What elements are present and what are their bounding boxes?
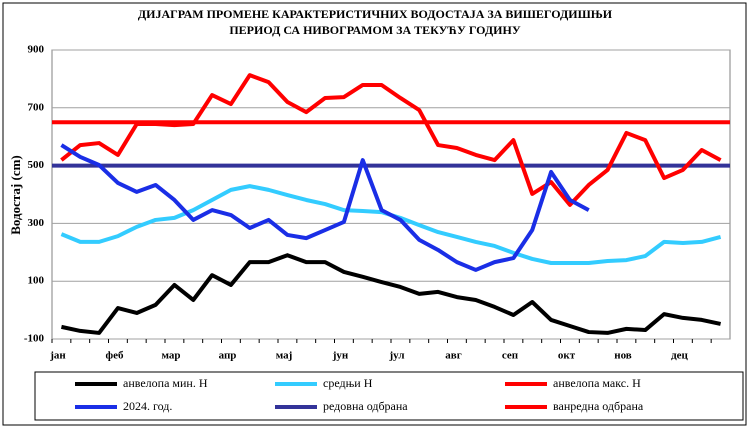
y-axis-label: Водостај (cm) — [8, 155, 23, 235]
y-tick-label: 100 — [28, 275, 45, 287]
x-tick-label: сеп — [502, 350, 519, 362]
y-tick-label: 900 — [28, 44, 45, 56]
x-tick-label: дец — [671, 350, 688, 362]
x-tick-label: феб — [106, 350, 124, 362]
x-tick-label: јан — [49, 350, 66, 362]
legend-label: анвелопа макс. H — [553, 376, 641, 390]
legend-label: редовна одбрана — [323, 399, 408, 413]
x-tick-label: јун — [332, 350, 349, 362]
legend-label: анвелопа мин. H — [123, 376, 208, 390]
series-line — [60, 73, 722, 207]
y-tick-label: -100 — [24, 333, 45, 345]
legend-label: 2024. год. — [123, 399, 172, 413]
x-tick-label: окт — [558, 350, 576, 362]
legend-label: средњи H — [323, 376, 373, 390]
y-tick-label: 500 — [28, 159, 45, 171]
chart-title: ПЕРИОД СА НИВОГРАМОМ ЗА ТЕКУЋУ ГОДИНУ — [229, 23, 520, 37]
x-tick-label: апр — [219, 350, 237, 362]
legend — [34, 371, 744, 421]
x-tick-label: мај — [276, 350, 293, 362]
chart-title: ДИЈАГРАМ ПРОМЕНЕ КАРАКТЕРИСТИЧНИХ ВОДОСТ… — [138, 7, 613, 21]
y-tick-label: 700 — [28, 101, 45, 113]
series-line — [60, 253, 722, 335]
x-tick-label: јул — [388, 350, 404, 362]
x-tick-label: авг — [445, 350, 461, 362]
series-line — [60, 143, 590, 272]
x-tick-label: мар — [161, 350, 180, 362]
y-tick-label: 300 — [28, 217, 45, 229]
legend-label: ванредна одбрана — [553, 399, 644, 413]
x-tick-label: нов — [614, 350, 632, 362]
